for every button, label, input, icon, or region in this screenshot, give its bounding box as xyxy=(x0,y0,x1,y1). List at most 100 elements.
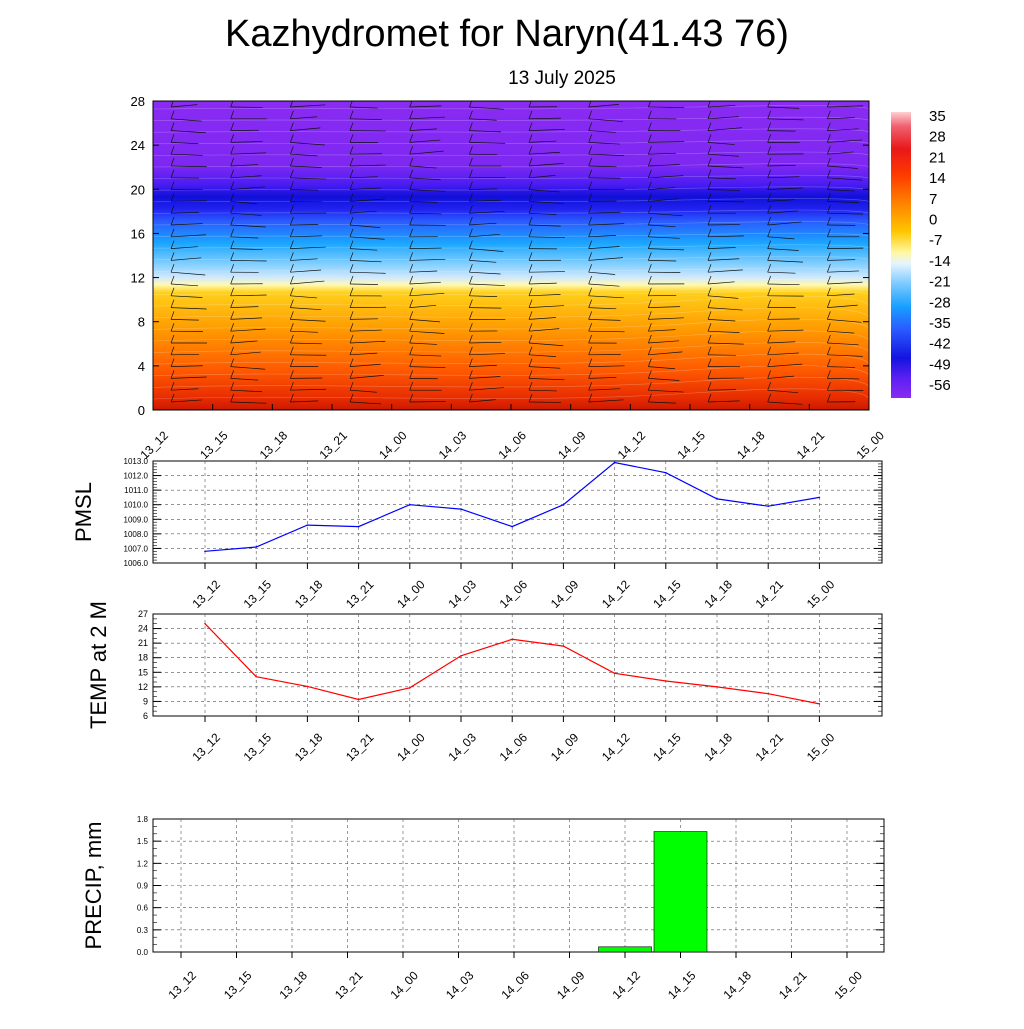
wind-barb-feather xyxy=(887,99,890,107)
heatmap-xtick-label: 13_21 xyxy=(316,428,350,462)
pmsl-ytick-label: 1012.0 xyxy=(124,472,149,481)
precip-ylabel: PRECIP, mm xyxy=(81,822,106,950)
pmsl-xtick-label: 13_15 xyxy=(241,577,275,611)
temp-xtick-label: 13_21 xyxy=(343,730,377,764)
wind-barb-feather xyxy=(887,134,890,142)
temp-xtick-label: 13_15 xyxy=(241,730,275,764)
wind-barb-feather xyxy=(887,264,890,272)
wind-barb-feather xyxy=(887,170,890,178)
colorbar-gradient xyxy=(891,112,911,398)
chart-subtitle: 13 July 2025 xyxy=(508,68,616,89)
precip-xtick-label: 14_18 xyxy=(720,968,754,1002)
precip-ytick-label: 1.8 xyxy=(137,815,149,824)
pmsl-panel: 1006.01007.01008.01009.01010.01011.01012… xyxy=(71,457,882,611)
colorbar-label: -35 xyxy=(929,315,951,332)
precip-ytick-label: 1.2 xyxy=(137,859,149,868)
heatmap-xtick-label: 14_18 xyxy=(734,428,768,462)
temp-xtick-label: 14_03 xyxy=(445,730,479,764)
wind-barb-feather xyxy=(887,359,890,367)
pmsl-ylabel: PMSL xyxy=(71,482,96,542)
pmsl-data-point xyxy=(307,524,309,526)
precip-xtick-label: 13_21 xyxy=(332,968,366,1002)
colorbar-label: -14 xyxy=(929,253,951,270)
pmsl-data-point xyxy=(767,505,769,507)
temp-data-point xyxy=(307,686,309,688)
pmsl-ytick-label: 1008.0 xyxy=(124,530,149,539)
pmsl-ytick-label: 1013.0 xyxy=(124,457,149,466)
heatmap-ytick-label: 8 xyxy=(138,315,145,330)
pmsl-xtick-label: 14_21 xyxy=(753,577,787,611)
temp-data-point xyxy=(819,703,821,705)
temp-data-point xyxy=(614,672,616,674)
precip-xtick-label: 13_12 xyxy=(165,968,199,1002)
heatmap-ytick-label: 0 xyxy=(138,403,145,418)
pmsl-data-point xyxy=(716,498,718,500)
precip-xtick-label: 14_09 xyxy=(554,968,588,1002)
pmsl-xtick-label: 13_12 xyxy=(189,577,223,611)
precip-ytick-label: 1.5 xyxy=(137,837,149,846)
precip-xtick-label: 14_03 xyxy=(443,968,477,1002)
precip-bar xyxy=(654,832,707,952)
temp-ytick-label: 21 xyxy=(138,638,148,648)
wind-barb-feather xyxy=(887,205,890,213)
temp-xtick-label: 14_15 xyxy=(650,730,684,764)
precip-ytick-label: 0.3 xyxy=(137,926,149,935)
precip-xtick-label: 14_15 xyxy=(665,968,699,1002)
temp-data-point xyxy=(204,623,206,625)
heatmap-ytick-label: 28 xyxy=(131,94,145,109)
heatmap-xtick-label: 15_00 xyxy=(853,428,887,462)
temp-data-point xyxy=(767,693,769,695)
colorbar-label: 35 xyxy=(929,108,946,125)
temp-xtick-label: 13_12 xyxy=(189,730,223,764)
pmsl-xtick-label: 14_09 xyxy=(548,577,582,611)
temp-frame xyxy=(153,614,882,716)
temp-data-point xyxy=(460,655,462,657)
pmsl-data-point xyxy=(614,462,616,464)
temp-xtick-label: 15_00 xyxy=(804,730,838,764)
pmsl-ytick-label: 1006.0 xyxy=(124,559,149,568)
heatmap-xtick-label: 14_00 xyxy=(376,428,410,462)
pmsl-ytick-label: 1007.0 xyxy=(124,544,149,553)
wind-barb-feather xyxy=(887,370,890,378)
wind-barb-feather xyxy=(887,311,890,319)
heatmap-ytick-label: 4 xyxy=(138,359,145,374)
precip-ytick-label: 0.6 xyxy=(137,904,149,913)
pmsl-xtick-label: 14_12 xyxy=(599,577,633,611)
pmsl-frame xyxy=(153,461,882,563)
heatmap-xtick-label: 13_18 xyxy=(257,428,291,462)
temp-xtick-label: 13_18 xyxy=(292,730,326,764)
pmsl-xtick-label: 14_00 xyxy=(394,577,428,611)
precip-xtick-label: 14_00 xyxy=(387,968,421,1002)
wind-barb-feather xyxy=(887,158,890,166)
heatmap-ytick-label: 24 xyxy=(131,138,145,153)
wind-barb-feather xyxy=(887,123,890,131)
colorbar-label: -21 xyxy=(929,274,951,291)
wind-barb xyxy=(887,399,917,402)
pmsl-data-point xyxy=(255,546,257,548)
wind-barb-feather xyxy=(887,252,890,260)
wind-barb-feather xyxy=(887,347,890,355)
precip-xtick-label: 14_06 xyxy=(498,968,532,1002)
temp-ytick-label: 24 xyxy=(138,624,148,634)
temp-ytick-label: 27 xyxy=(138,609,148,619)
wind-barb-feather xyxy=(887,382,890,390)
pmsl-data-point xyxy=(204,551,206,553)
pmsl-data-point xyxy=(358,526,360,528)
pmsl-xtick-label: 14_15 xyxy=(650,577,684,611)
heatmap-xtick-label: 14_15 xyxy=(674,428,708,462)
pmsl-ytick-label: 1010.0 xyxy=(124,501,149,510)
heatmap-xtick-label: 14_09 xyxy=(555,428,589,462)
pmsl-xtick-label: 13_21 xyxy=(343,577,377,611)
precip-xtick-label: 15_00 xyxy=(831,968,865,1002)
pmsl-xtick-label: 14_03 xyxy=(445,577,479,611)
colorbar-label: 28 xyxy=(929,129,946,146)
precip-xtick-label: 13_18 xyxy=(276,968,310,1002)
pmsl-ytick-label: 1009.0 xyxy=(124,515,149,524)
heatmap-xtick-label: 14_21 xyxy=(794,428,828,462)
pmsl-xtick-label: 14_06 xyxy=(497,577,531,611)
heatmap-xtick-label: 13_15 xyxy=(197,428,231,462)
